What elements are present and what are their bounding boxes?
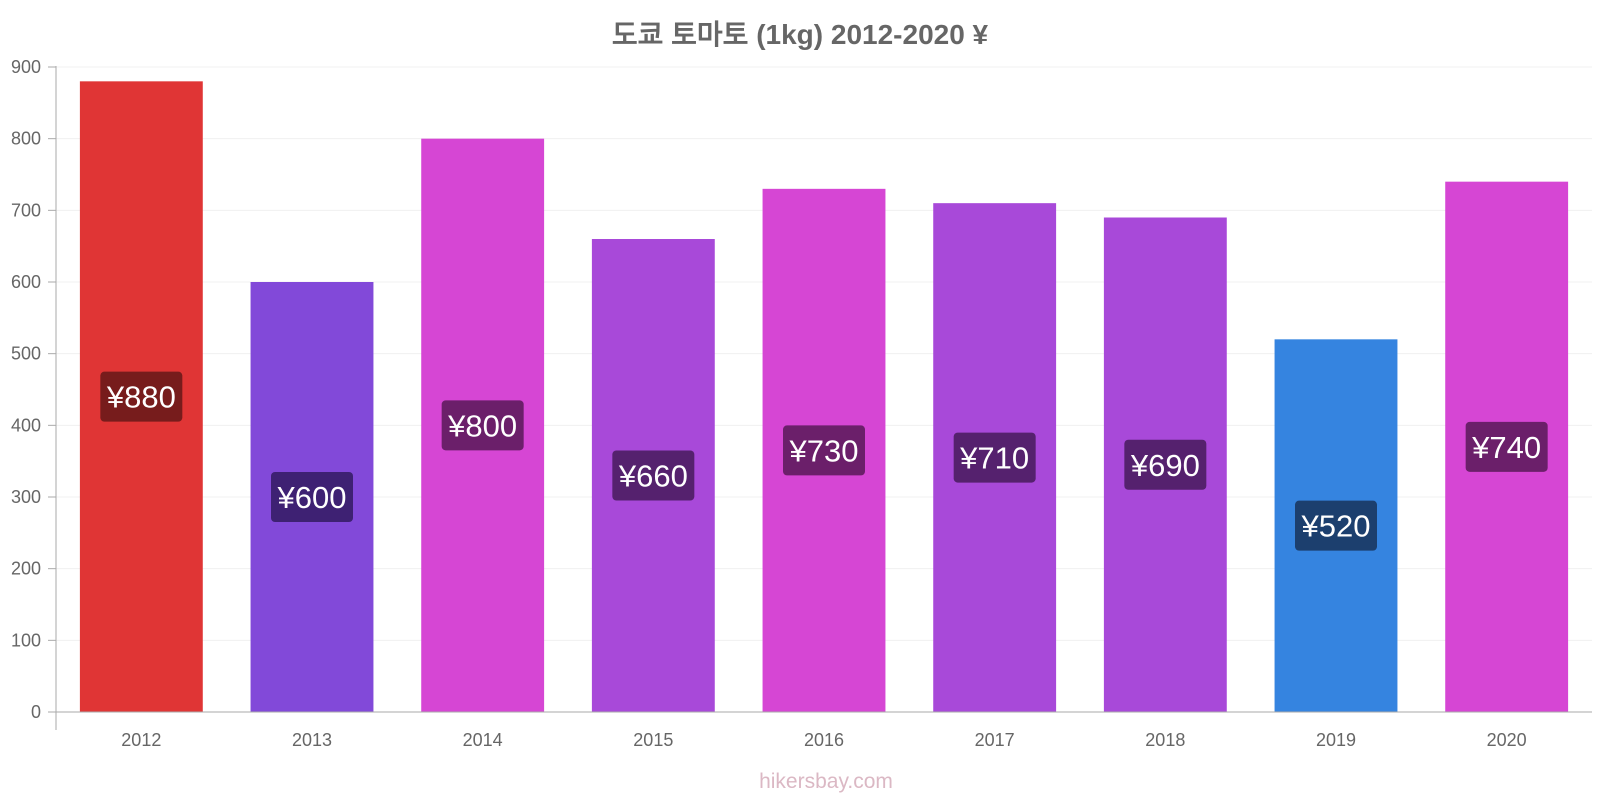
data-label-bg <box>271 472 353 522</box>
data-label-2014: ¥800 <box>447 408 517 443</box>
data-label-bg <box>953 432 1036 483</box>
x-tick-label-2015: 2015 <box>633 730 673 750</box>
bars: ¥880 ¥600 ¥800 ¥660 ¥730 ¥710 ¥690 ¥520 ¥740 <box>79 81 1569 713</box>
x-tick-label-2016: 2016 <box>804 730 844 750</box>
data-label-bg <box>1124 439 1207 490</box>
data-label-2015: ¥660 <box>618 459 688 494</box>
data-label-2012: ¥880 <box>106 380 176 415</box>
y-tick-label: 800 <box>11 129 41 149</box>
data-label-2020: ¥740 <box>1471 430 1541 465</box>
x-tick-label-2017: 2017 <box>975 730 1015 750</box>
y-tick-label: 500 <box>11 344 41 364</box>
data-label-2018: ¥690 <box>1130 448 1200 483</box>
x-tick-label-2018: 2018 <box>1145 730 1185 750</box>
x-tick-label-2020: 2020 <box>1487 730 1527 750</box>
data-label-bg <box>612 450 695 501</box>
data-label-2013: ¥600 <box>277 480 347 515</box>
x-tick-label-2013: 2013 <box>292 730 332 750</box>
y-tick-label: 600 <box>11 272 41 292</box>
y-tick-label: 700 <box>11 200 41 220</box>
y-tick-label: 200 <box>11 559 41 579</box>
y-tick-label: 0 <box>31 702 41 722</box>
data-label-bg <box>1465 421 1548 472</box>
y-tick-label: 100 <box>11 630 41 650</box>
y-tick-label: 900 <box>11 57 41 77</box>
data-label-2017: ¥710 <box>959 441 1029 476</box>
data-label-bg <box>441 400 524 451</box>
y-axis: 0 100 200 300 400 500 600 700 800 900 <box>11 57 57 730</box>
y-tick-label: 300 <box>11 487 41 507</box>
data-label-2016: ¥730 <box>789 433 859 468</box>
chart-title: 도쿄 토마토 (1kg) 2012-2020 ¥ <box>612 19 989 50</box>
data-label-bg <box>1295 500 1377 551</box>
x-tick-label-2014: 2014 <box>463 730 503 750</box>
data-label-2019: ¥520 <box>1301 509 1371 544</box>
x-tick-label-2012: 2012 <box>121 730 161 750</box>
y-tick-label: 400 <box>11 415 41 435</box>
watermark: hikersbay.com <box>759 770 893 793</box>
x-axis: 2012 2013 2014 2015 2016 2017 2018 2019 2020 <box>56 711 1592 750</box>
x-tick-label-2019: 2019 <box>1316 730 1356 750</box>
data-label-bg <box>783 425 865 476</box>
data-label-bg <box>100 371 183 422</box>
